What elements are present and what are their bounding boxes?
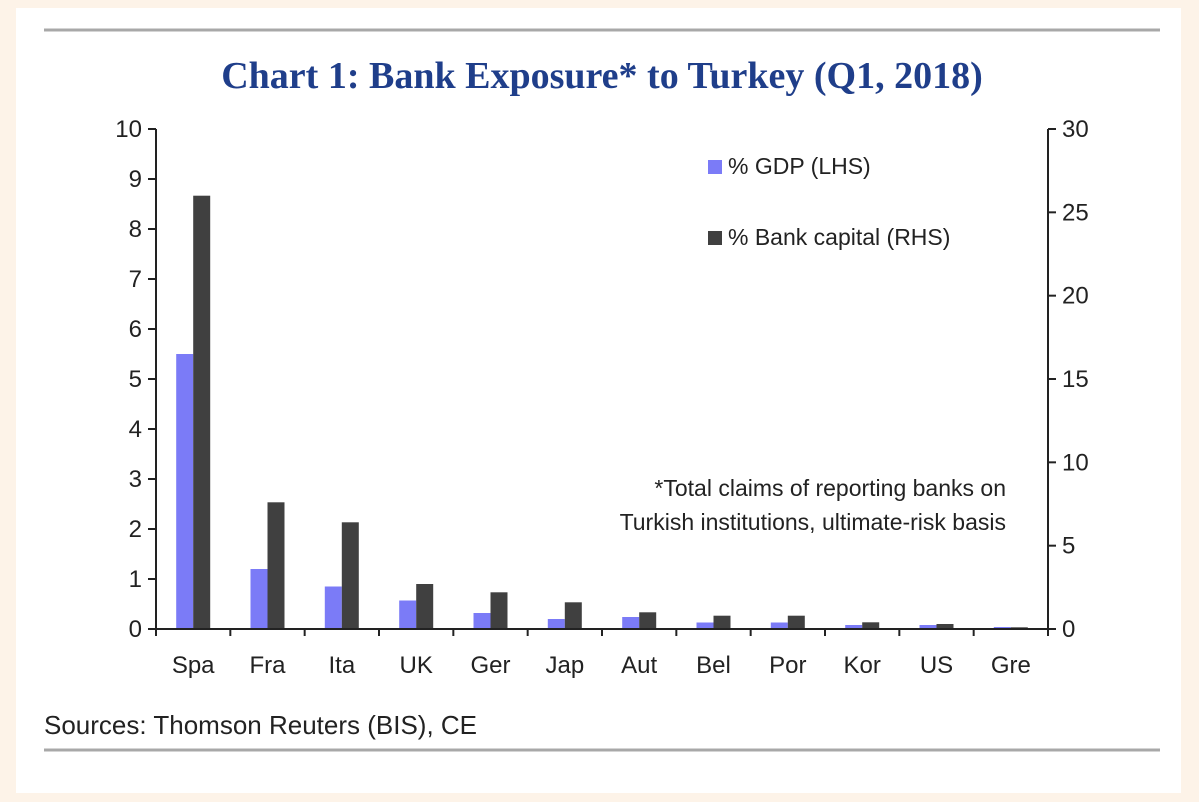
left-tick-label: 9 [129,166,142,193]
left-tick-label: 0 [129,616,142,643]
chart-frame: Chart 1: Bank Exposure* to Turkey (Q1, 2… [16,8,1181,793]
annotation-line-2: Turkish institutions, ultimate-risk basi… [620,509,1006,535]
bar-bank-capital-aut [639,612,657,629]
category-label-us: US [920,652,953,679]
category-label-ger: Ger [470,652,510,679]
right-tick-label: 5 [1062,533,1075,560]
left-tick-label: 5 [129,366,142,393]
bar-bank-capital-ita [341,522,359,629]
right-tick-label: 15 [1062,366,1089,393]
category-label-por: Por [769,652,806,679]
category-labels: Spa Fra Ita UK Ger Jap Aut Bel Por Kor US Gre [172,652,1031,679]
legend-label-bank-capital: % Bank capital (RHS) [728,224,950,250]
bar-gdp-bel [696,622,714,629]
right-tick-label: 25 [1062,199,1089,226]
category-label-gre: Gre [991,652,1031,679]
bar-gdp-ita [324,586,342,629]
bar-bank-capital-kor [862,622,880,629]
bar-bank-capital-jap [564,602,582,629]
bar-gdp-spa [176,354,194,629]
category-label-ita: Ita [328,652,355,679]
left-tick-label: 4 [129,416,142,443]
legend-swatch-gdp [708,160,722,174]
category-label-spa: Spa [172,652,215,679]
left-tick-label: 1 [129,566,142,593]
left-tick-label: 8 [129,216,142,243]
bar-bank-capital-uk [416,584,434,629]
bar-gdp-fra [250,569,268,629]
bar-bank-capital-spa [193,195,211,629]
right-tick-label: 20 [1062,283,1089,310]
bar-gdp-jap [547,619,565,629]
category-label-uk: UK [399,652,432,679]
left-tick-label: 6 [129,316,142,343]
category-label-kor: Kor [843,652,880,679]
category-label-fra: Fra [250,652,287,679]
legend-label-gdp: % GDP (LHS) [728,153,871,179]
category-label-aut: Aut [621,652,657,679]
left-tick-label: 10 [115,116,142,143]
source-note: Sources: Thomson Reuters (BIS), CE [44,710,477,740]
left-tick-label: 2 [129,516,142,543]
legend: % GDP (LHS) % Bank capital (RHS) [708,153,950,250]
bar-bank-capital-bel [713,615,731,629]
bar-gdp-ger [473,613,491,629]
bar-gdp-aut [622,617,640,629]
bar-bank-capital-por [787,615,805,629]
right-tick-label: 30 [1062,116,1089,143]
annotation-line-1: *Total claims of reporting banks on [654,475,1006,501]
category-label-jap: Jap [545,652,584,679]
right-tick-label: 10 [1062,449,1089,476]
bar-bank-capital-us [936,624,954,629]
category-label-bel: Bel [696,652,731,679]
bank-exposure-chart: Chart 1: Bank Exposure* to Turkey (Q1, 2… [44,28,1160,752]
left-tick-label: 3 [129,466,142,493]
bar-gdp-uk [399,600,417,629]
right-tick-label: 0 [1062,616,1075,643]
chart-title: Chart 1: Bank Exposure* to Turkey (Q1, 2… [221,55,983,97]
bar-gdp-por [770,622,788,629]
bar-gdp-kor [845,625,863,629]
bar-bank-capital-ger [490,592,508,629]
left-axis-ticks: 0 1 2 3 4 5 6 7 8 9 10 [115,116,156,643]
bar-gdp-us [919,625,937,629]
left-tick-label: 7 [129,266,142,293]
bars-group [176,195,1028,629]
legend-swatch-bank-capital [708,231,722,245]
axes-group [155,129,1049,636]
bar-bank-capital-fra [267,502,285,629]
right-axis-ticks: 0 5 10 15 20 25 30 [1048,116,1089,643]
